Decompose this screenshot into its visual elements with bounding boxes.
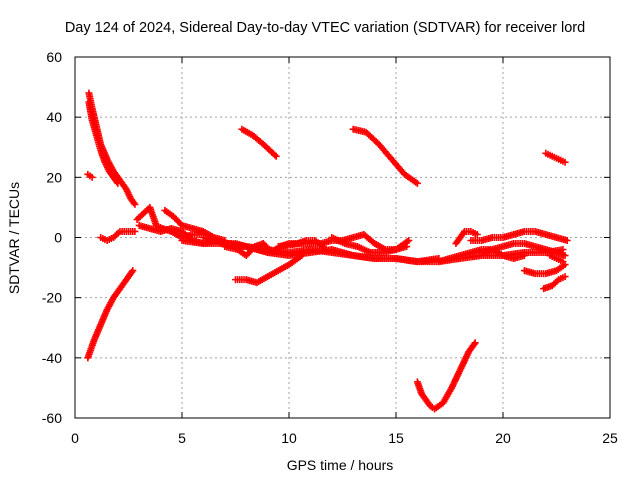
data-point (88, 173, 96, 181)
data-point (113, 178, 121, 186)
data-point (271, 151, 279, 159)
data-point (114, 179, 122, 187)
y-tick-label: 0 (54, 230, 62, 246)
y-tick-label: -40 (42, 350, 62, 366)
data-point (559, 258, 567, 266)
data-point (563, 237, 571, 245)
chart-title: Day 124 of 2024, Sidereal Day-to-day VTE… (65, 20, 585, 36)
x-tick-label: 15 (388, 430, 404, 446)
data-point (413, 179, 421, 187)
data-point (128, 268, 136, 276)
data-point (405, 237, 413, 245)
y-axis-label: SDTVAR / TECUs (6, 182, 22, 294)
data-point (131, 200, 139, 208)
y-tick-label: -20 (42, 290, 62, 306)
x-tick-label: 5 (178, 430, 186, 446)
y-tick-label: 60 (46, 49, 62, 65)
grid-lines (75, 57, 610, 418)
data-point (520, 252, 528, 260)
data-points (84, 89, 571, 413)
data-point (459, 229, 467, 237)
data-point (272, 152, 280, 160)
data-point (473, 230, 481, 238)
data-point (130, 199, 138, 207)
data-point (561, 158, 569, 166)
data-point (298, 252, 306, 260)
x-tick-label: 20 (495, 430, 511, 446)
data-point (561, 273, 569, 281)
y-tick-label: -60 (42, 410, 62, 426)
data-point (470, 340, 478, 348)
data-point (561, 252, 569, 260)
x-axis-label: GPS time / hours (287, 457, 394, 473)
x-tick-label: 25 (602, 430, 618, 446)
data-point (129, 267, 137, 275)
axis-ticks: 0 5 10 15 20 25 -60 -40 -20 0 20 40 60 (42, 49, 618, 446)
data-point (471, 339, 479, 347)
y-tick-label: 40 (46, 109, 62, 125)
y-tick-label: 20 (46, 169, 62, 185)
x-tick-label: 0 (71, 430, 79, 446)
x-tick-label: 10 (281, 430, 297, 446)
data-point (131, 227, 139, 235)
